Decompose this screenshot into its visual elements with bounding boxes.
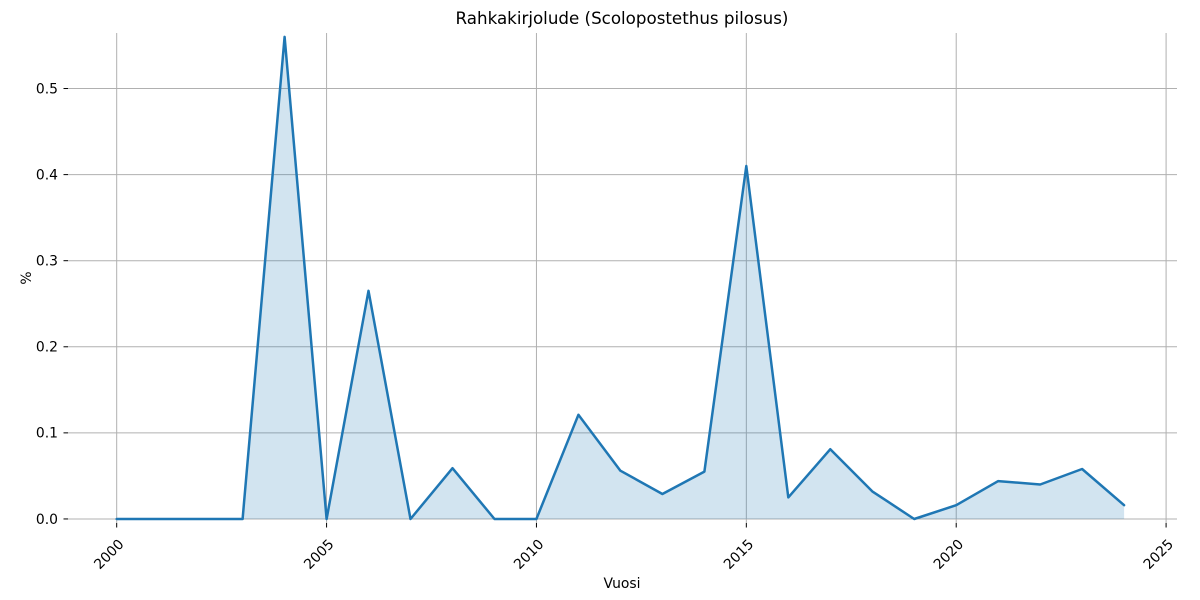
y-tick-label: 0.1 xyxy=(36,426,58,442)
data-line xyxy=(115,35,1126,521)
y-tick-label: 0.0 xyxy=(36,512,58,528)
x-axis-label: Vuosi xyxy=(604,576,641,592)
x-tick-label: 2005 xyxy=(301,537,337,573)
gridlines xyxy=(68,33,1177,523)
area-fill xyxy=(116,36,1125,520)
x-tick-label: 2015 xyxy=(721,537,757,573)
x-tick-labels: 2000 2005 2010 2015 2020 2025 xyxy=(91,537,1177,573)
y-tick-labels: 0.0 0.1 0.2 0.3 0.4 0.5 xyxy=(36,81,58,527)
axis-tick-marks xyxy=(63,88,1167,528)
x-tick-label: 2025 xyxy=(1141,537,1177,573)
y-tick-label: 0.3 xyxy=(36,253,58,269)
chart-title: Rahkakirjolude (Scolopostethus pilosus) xyxy=(456,8,789,28)
y-tick-label: 0.2 xyxy=(36,340,58,356)
y-tick-label: 0.5 xyxy=(36,81,58,97)
x-tick-label: 2000 xyxy=(91,537,127,573)
x-tick-label: 2010 xyxy=(511,537,547,573)
y-axis-label: % xyxy=(19,271,35,284)
x-tick-label: 2020 xyxy=(931,537,967,573)
y-tick-label: 0.4 xyxy=(36,167,58,183)
